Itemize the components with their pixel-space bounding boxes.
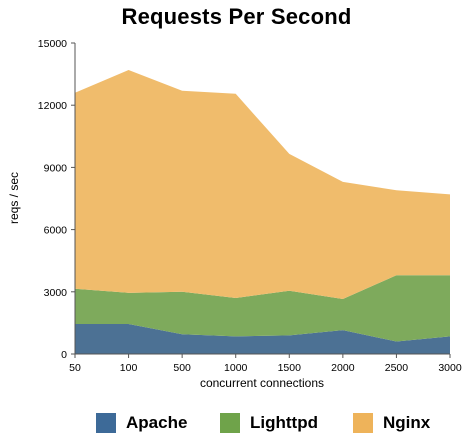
legend-item-apache: Apache	[96, 411, 187, 435]
x-tick-label: 3000	[438, 362, 462, 374]
x-tick-label: 50	[69, 362, 81, 374]
legend-label-lighttpd: Lighttpd	[250, 413, 318, 432]
x-tick-label: 1500	[278, 362, 302, 374]
area-apache	[75, 323, 450, 354]
chart-title: Requests Per Second	[121, 4, 352, 29]
legend: Apache Lighttpd Nginx	[0, 411, 473, 435]
x-tick-layer: 50 100 500 1000 1500 2000 2500 3000	[69, 354, 462, 374]
legend-label-nginx: Nginx	[383, 413, 431, 432]
x-axis-title: concurrent connections	[200, 376, 324, 390]
y-tick-layer: 0 3000 6000 9000 12000 15000	[38, 38, 75, 361]
chart-plot: 0 3000 6000 9000 12000 15000 50 100 500 1000 1500…	[7, 38, 462, 390]
area-layer	[75, 69, 450, 354]
y-tick-label: 0	[61, 349, 67, 361]
legend-item-nginx: Nginx	[353, 411, 430, 435]
x-tick-label: 500	[173, 362, 191, 374]
y-tick-label: 3000	[44, 287, 68, 299]
x-tick-label: 1000	[224, 362, 248, 374]
x-tick-label: 2000	[331, 362, 355, 374]
y-tick-label: 15000	[38, 38, 67, 50]
area-nginx	[75, 69, 450, 300]
y-tick-label: 6000	[44, 225, 68, 237]
axes-layer	[74, 43, 450, 355]
legend-swatch-nginx	[353, 413, 373, 433]
x-tick-label: 100	[120, 362, 138, 374]
legend-item-lighttpd: Lighttpd	[220, 411, 318, 435]
y-axis-title: reqs / sec	[7, 172, 21, 224]
area-lighttpd	[75, 275, 450, 342]
y-tick-label: 9000	[44, 162, 68, 174]
legend-swatch-apache	[96, 413, 116, 433]
legend-swatch-lighttpd	[220, 413, 240, 433]
legend-label-apache: Apache	[126, 413, 188, 432]
x-tick-label: 2500	[385, 362, 409, 374]
y-tick-label: 12000	[38, 100, 67, 112]
